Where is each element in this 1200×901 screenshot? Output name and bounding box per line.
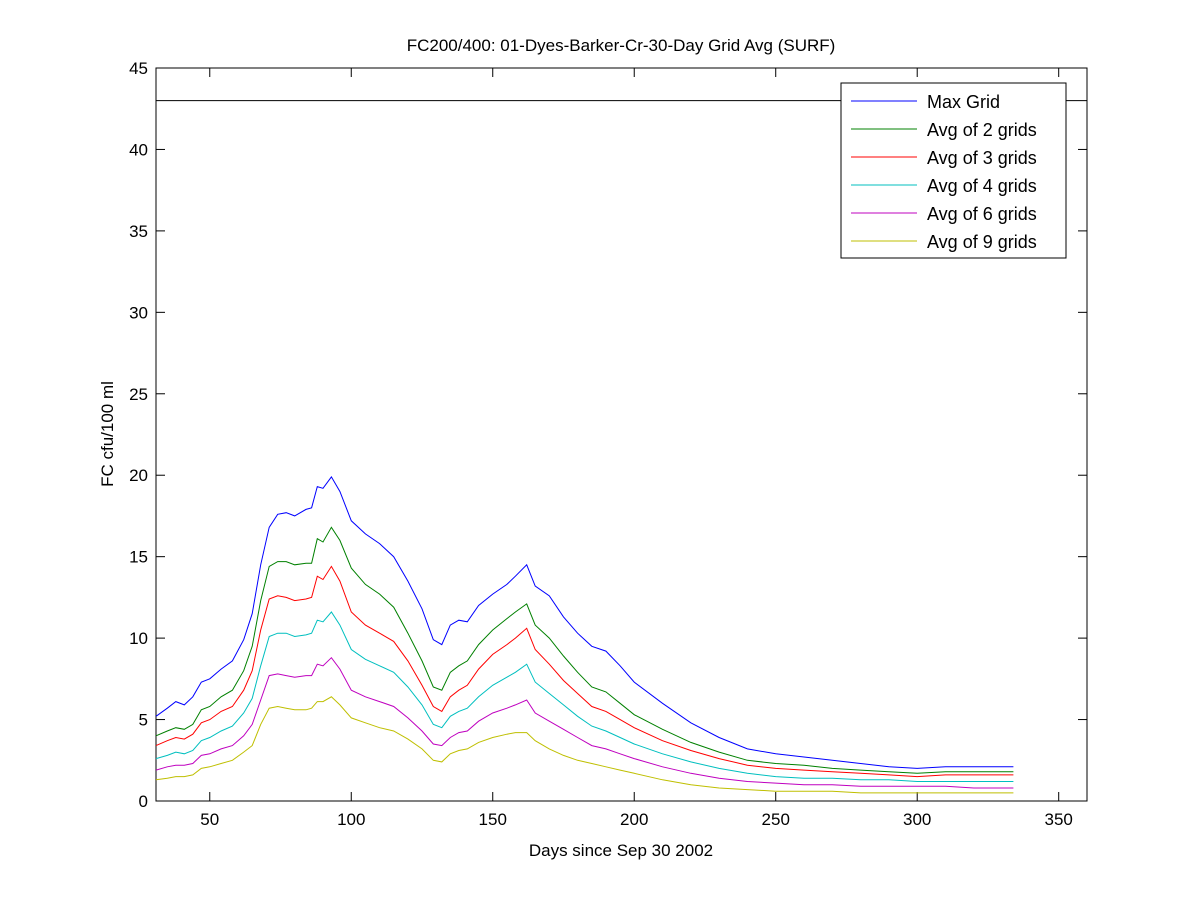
series-line-4 [155, 656, 1014, 789]
legend-label: Avg of 6 grids [927, 204, 1037, 224]
plot-area [155, 67, 1088, 802]
legend-label: Avg of 2 grids [927, 120, 1037, 140]
y-tick-label: 15 [129, 548, 148, 567]
y-tick-label: 30 [129, 303, 148, 322]
y-axis-label: FC cfu/100 ml [98, 381, 117, 487]
y-tick-label: 20 [129, 466, 148, 485]
x-tick-label: 100 [337, 810, 365, 829]
y-tick-label: 5 [139, 711, 148, 730]
y-tick-label: 25 [129, 385, 148, 404]
y-tick-label: 0 [139, 792, 148, 811]
legend-label: Avg of 3 grids [927, 148, 1037, 168]
x-axis-label: Days since Sep 30 2002 [529, 841, 713, 860]
x-tick-label: 150 [479, 810, 507, 829]
legend-box [840, 82, 1067, 259]
x-tick-label: 200 [620, 810, 648, 829]
x-tick-label: 50 [200, 810, 219, 829]
x-tick-label: 300 [903, 810, 931, 829]
x-tick-label: 350 [1045, 810, 1073, 829]
series-line-2 [155, 565, 1014, 778]
legend-label: Avg of 9 grids [927, 232, 1037, 252]
series-line-0 [155, 475, 1014, 769]
legend: Max Grid Avg of 2 grids Avg of 3 grids Avg … [840, 82, 1067, 259]
y-tick-label: 10 [129, 629, 148, 648]
series-line-3 [155, 611, 1014, 782]
chart-title: FC200/400: 01-Dyes-Barker-Cr-30-Day Grid… [407, 36, 836, 55]
y-tick-label: 45 [129, 59, 148, 78]
legend-label: Avg of 4 grids [927, 176, 1037, 196]
series-line-1 [155, 526, 1014, 774]
series-line-5 [155, 696, 1014, 794]
y-tick-label: 35 [129, 222, 148, 241]
legend-label: Max Grid [927, 92, 1000, 112]
y-tick-label: 40 [129, 140, 148, 159]
x-tick-label: 250 [762, 810, 790, 829]
